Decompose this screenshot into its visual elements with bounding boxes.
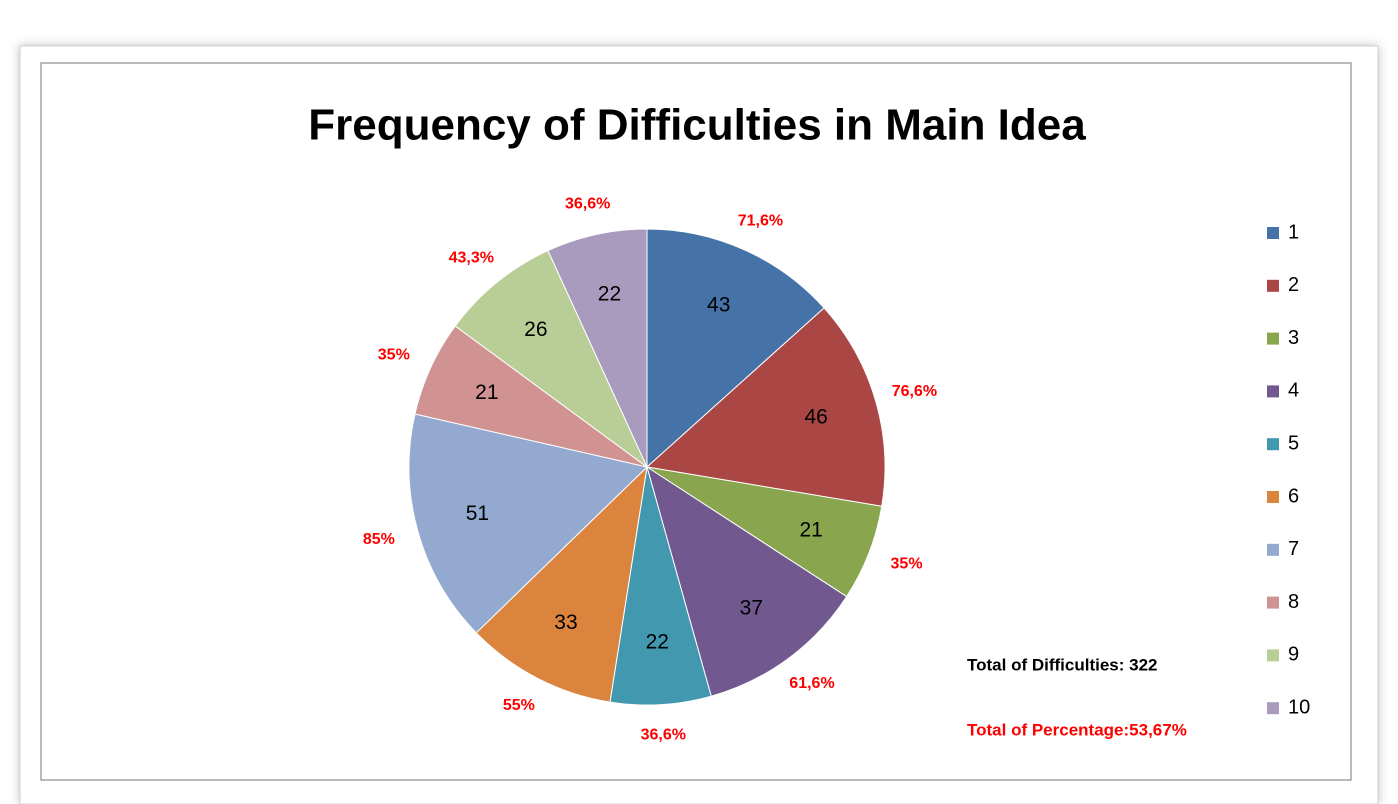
legend-swatch <box>1267 543 1279 556</box>
data-label: 21 <box>475 381 498 404</box>
pie-slice <box>475 465 648 703</box>
data-label: 33 <box>554 611 577 634</box>
pie-slice <box>646 465 848 697</box>
data-label: 46 <box>804 405 827 428</box>
data-label: 21 <box>799 518 822 541</box>
legend-label: 3 <box>1288 327 1299 349</box>
legend-swatch <box>1267 385 1279 398</box>
percent-label: 43,3% <box>449 250 494 267</box>
legend-swatch <box>1267 491 1279 503</box>
legend-label: 10 <box>1288 696 1310 718</box>
legend-swatch <box>1267 227 1279 239</box>
data-label: 37 <box>740 596 763 619</box>
data-label: 22 <box>646 630 669 653</box>
legend-label: 4 <box>1288 380 1299 402</box>
annotation: Total of Difficulties: 322 <box>967 655 1158 674</box>
annotation: Total of Percentage:53,67% <box>967 720 1187 739</box>
pie-slice <box>454 249 649 469</box>
legend-label: 7 <box>1288 538 1299 560</box>
legend-swatch <box>1267 332 1279 345</box>
legend-swatch <box>1267 279 1279 292</box>
data-label: 43 <box>707 294 730 317</box>
legend-swatch <box>1267 596 1279 609</box>
legend-label: 9 <box>1288 644 1299 666</box>
percent-label: 71,6% <box>738 213 783 230</box>
data-label: 22 <box>598 282 621 305</box>
percent-label: 76,6% <box>892 383 937 400</box>
pie-slice <box>547 228 648 468</box>
percent-label: 35% <box>378 346 410 363</box>
legend-label: 6 <box>1288 485 1299 507</box>
percent-label: 36,6% <box>565 195 610 212</box>
legend-swatch <box>1267 438 1279 451</box>
legend-label: 1 <box>1288 221 1299 243</box>
data-label: 26 <box>524 318 547 341</box>
percent-label: 85% <box>363 531 395 548</box>
legend-swatch <box>1267 649 1279 662</box>
pie-slice <box>408 413 649 634</box>
percent-label: 55% <box>503 697 535 714</box>
legend-label: 5 <box>1288 432 1299 454</box>
chart-title: Frequency of Difficulties in Main Idea <box>308 101 1086 150</box>
percent-label: 61,6% <box>789 675 834 692</box>
pie-slice <box>645 307 886 507</box>
percent-label: 36,6% <box>641 727 686 744</box>
pie-slice <box>646 228 825 469</box>
legend-label: 2 <box>1288 274 1299 296</box>
percent-label: 35% <box>891 556 923 573</box>
legend-label: 8 <box>1288 591 1299 613</box>
legend-swatch <box>1267 702 1279 715</box>
data-label: 51 <box>466 502 489 525</box>
